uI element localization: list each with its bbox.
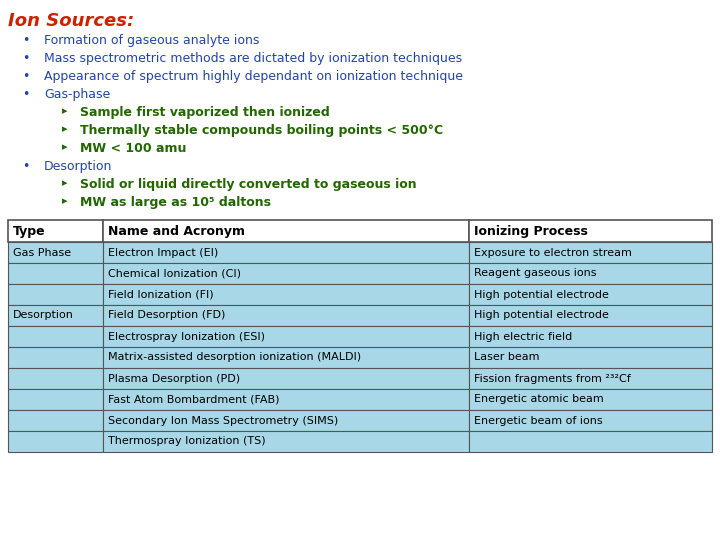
Text: ▸: ▸ — [62, 142, 68, 152]
Text: Solid or liquid directly converted to gaseous ion: Solid or liquid directly converted to ga… — [80, 178, 417, 191]
Text: ▸: ▸ — [62, 178, 68, 188]
Bar — [469, 220, 712, 242]
Text: Ionizing Process: Ionizing Process — [474, 225, 588, 238]
Text: High potential electrode: High potential electrode — [474, 310, 609, 321]
Bar — [469, 242, 712, 263]
Text: Reagent gaseous ions: Reagent gaseous ions — [474, 268, 596, 279]
Text: •: • — [22, 34, 30, 47]
Text: ▸: ▸ — [62, 106, 68, 116]
Text: Gas Phase: Gas Phase — [13, 247, 71, 258]
Text: Matrix-assisted desorption ionization (MALDI): Matrix-assisted desorption ionization (M… — [108, 353, 361, 362]
Text: High potential electrode: High potential electrode — [474, 289, 609, 300]
Bar — [103, 263, 469, 284]
Text: Electrospray Ionization (ESI): Electrospray Ionization (ESI) — [108, 332, 265, 341]
Bar — [8, 263, 103, 284]
Bar — [103, 284, 469, 305]
Bar — [469, 389, 712, 410]
Bar — [469, 410, 712, 431]
Text: Fission fragments from ²³²Cf: Fission fragments from ²³²Cf — [474, 374, 631, 383]
Bar — [8, 410, 103, 431]
Bar — [469, 368, 712, 389]
Bar — [103, 220, 469, 242]
Bar — [103, 410, 469, 431]
Text: Thermospray Ionization (TS): Thermospray Ionization (TS) — [108, 436, 266, 447]
Bar — [103, 326, 469, 347]
Bar — [103, 347, 469, 368]
Text: MW < 100 amu: MW < 100 amu — [80, 142, 186, 155]
Text: Field Desorption (FD): Field Desorption (FD) — [108, 310, 225, 321]
Text: Desorption: Desorption — [44, 160, 112, 173]
Text: Chemical Ionization (CI): Chemical Ionization (CI) — [108, 268, 241, 279]
Bar — [469, 263, 712, 284]
Bar — [8, 326, 103, 347]
Bar — [103, 305, 469, 326]
Bar — [8, 347, 103, 368]
Bar — [469, 284, 712, 305]
Text: MW as large as 10⁵ daltons: MW as large as 10⁵ daltons — [80, 196, 271, 209]
Text: •: • — [22, 88, 30, 101]
Bar — [8, 284, 103, 305]
Text: Sample first vaporized then ionized: Sample first vaporized then ionized — [80, 106, 330, 119]
Bar — [469, 347, 712, 368]
Text: Electron Impact (EI): Electron Impact (EI) — [108, 247, 218, 258]
Text: •: • — [22, 70, 30, 83]
Text: Mass spectrometric methods are dictated by ionization techniques: Mass spectrometric methods are dictated … — [44, 52, 462, 65]
Text: Gas-phase: Gas-phase — [44, 88, 110, 101]
Text: Laser beam: Laser beam — [474, 353, 539, 362]
Bar — [8, 242, 103, 263]
Text: Ion Sources:: Ion Sources: — [8, 12, 134, 30]
Bar — [103, 431, 469, 452]
Bar — [469, 431, 712, 452]
Bar — [8, 368, 103, 389]
Bar — [8, 389, 103, 410]
Bar — [103, 242, 469, 263]
Text: Type: Type — [13, 225, 45, 238]
Text: Exposure to electron stream: Exposure to electron stream — [474, 247, 632, 258]
Text: Appearance of spectrum highly dependant on ionization technique: Appearance of spectrum highly dependant … — [44, 70, 463, 83]
Bar — [8, 431, 103, 452]
Text: Plasma Desorption (PD): Plasma Desorption (PD) — [108, 374, 240, 383]
Text: Name and Acronym: Name and Acronym — [108, 225, 245, 238]
Text: Energetic beam of ions: Energetic beam of ions — [474, 415, 603, 426]
Bar — [469, 326, 712, 347]
Text: Energetic atomic beam: Energetic atomic beam — [474, 395, 604, 404]
Bar — [8, 305, 103, 326]
Bar — [469, 305, 712, 326]
Text: Desorption: Desorption — [13, 310, 74, 321]
Text: Formation of gaseous analyte ions: Formation of gaseous analyte ions — [44, 34, 259, 47]
Text: High electric field: High electric field — [474, 332, 572, 341]
Text: Secondary Ion Mass Spectrometry (SIMS): Secondary Ion Mass Spectrometry (SIMS) — [108, 415, 338, 426]
Text: Fast Atom Bombardment (FAB): Fast Atom Bombardment (FAB) — [108, 395, 279, 404]
Text: Field Ionization (FI): Field Ionization (FI) — [108, 289, 214, 300]
Bar — [103, 389, 469, 410]
Text: •: • — [22, 160, 30, 173]
Text: •: • — [22, 52, 30, 65]
Bar — [103, 368, 469, 389]
Text: ▸: ▸ — [62, 124, 68, 134]
Text: ▸: ▸ — [62, 196, 68, 206]
Text: Thermally stable compounds boiling points < 500°C: Thermally stable compounds boiling point… — [80, 124, 443, 137]
Bar — [8, 220, 103, 242]
